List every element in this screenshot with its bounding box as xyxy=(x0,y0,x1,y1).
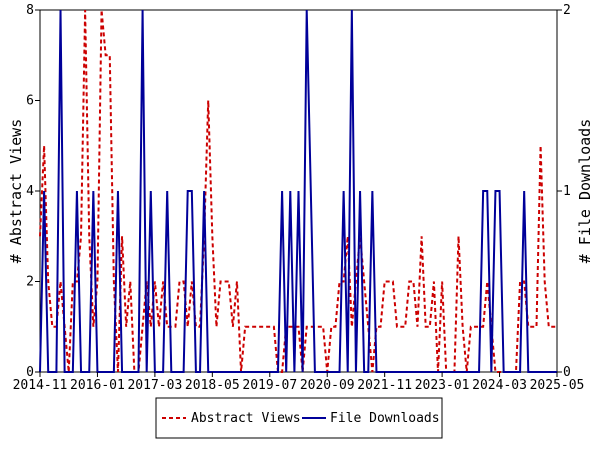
x-tick-label: 2020-09 xyxy=(300,378,355,393)
y-left-tick-label: 4 xyxy=(26,184,34,199)
chart-series xyxy=(39,9,557,373)
series-line-file-downloads xyxy=(39,9,557,373)
x-tick-label: 2016-01 xyxy=(70,378,125,393)
y-axis-right-label: # File Downloads xyxy=(576,119,594,264)
x-tick-label: 2014-11 xyxy=(13,378,68,393)
y-right-tick-label: 1 xyxy=(563,184,571,199)
series-line-abstract-views xyxy=(39,9,557,373)
x-tick-label: 2021-11 xyxy=(357,378,412,393)
y-right-tick-label: 2 xyxy=(563,3,571,18)
y-left-tick-label: 0 xyxy=(26,365,34,380)
y-right-tick-label: 0 xyxy=(563,365,571,380)
legend-label-abstract-views: Abstract Views xyxy=(191,411,301,426)
y-left-tick-label: 6 xyxy=(26,94,34,109)
y-left-tick-label: 8 xyxy=(26,3,34,18)
x-tick-label: 2025-05 xyxy=(530,378,585,393)
x-tick-label: 2023-01 xyxy=(415,378,470,393)
y-left-tick-label: 2 xyxy=(26,275,34,290)
x-tick-label: 2019-07 xyxy=(242,378,297,393)
y-axis-left-label: # Abstract Views xyxy=(7,119,25,264)
chart-axes: 0 2 4 6 8 0 1 2 2014-11 2016-01 2017-03 2018-05 2019… xyxy=(13,3,585,393)
x-tick-label: 2017-03 xyxy=(127,378,182,393)
x-tick-label: 2024-03 xyxy=(472,378,527,393)
legend: Abstract Views File Downloads xyxy=(155,397,443,439)
x-tick-label: 2018-05 xyxy=(185,378,240,393)
legend-box xyxy=(155,397,443,439)
legend-label-file-downloads: File Downloads xyxy=(330,411,440,426)
